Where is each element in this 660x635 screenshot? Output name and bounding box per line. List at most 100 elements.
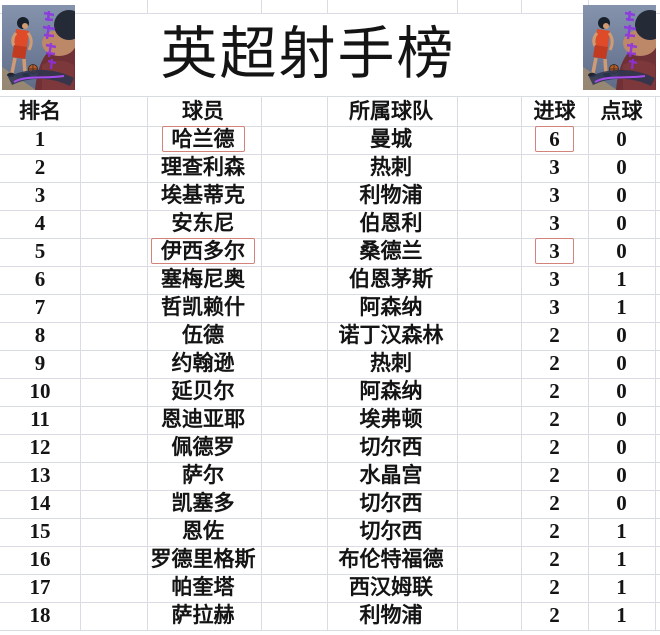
cell-team[interactable]: 布伦特福德	[338, 547, 444, 571]
cell-rank[interactable]: 16	[29, 547, 51, 571]
cell-goals[interactable]: 2	[549, 519, 560, 543]
cell-goals[interactable]: 2	[549, 351, 560, 375]
header-cell-penalties[interactable]: 点球	[600, 99, 643, 123]
cell-penalties[interactable]: 0	[616, 491, 627, 515]
cell-player[interactable]: 理查利森	[161, 155, 245, 179]
cell-rank[interactable]: 2	[34, 155, 46, 179]
cell-team[interactable]: 诺丁汉森林	[338, 323, 444, 347]
cell-penalties[interactable]: 0	[616, 323, 627, 347]
cell-penalties[interactable]: 0	[616, 155, 627, 179]
cell-team[interactable]: 水晶宫	[359, 463, 423, 487]
cell-team[interactable]: 埃弗顿	[359, 407, 423, 431]
cell-penalties[interactable]: 0	[616, 379, 627, 403]
cell-goals[interactable]: 2	[549, 407, 560, 431]
cell-team[interactable]: 热刺	[370, 351, 412, 375]
cell-player[interactable]: 罗德里格斯	[150, 547, 256, 571]
cell-penalties[interactable]: 1	[616, 267, 627, 291]
cell-goals[interactable]: 2	[549, 603, 560, 627]
cell-player[interactable]: 埃基蒂克	[161, 183, 245, 207]
cell-player[interactable]: 哲凯赖什	[161, 295, 245, 319]
cell-player[interactable]: 萨拉赫	[171, 603, 235, 627]
cell-rank[interactable]: 15	[29, 519, 51, 543]
cell-team[interactable]: 切尔西	[359, 435, 423, 459]
cell-team[interactable]: 桑德兰	[359, 239, 423, 263]
header-cell-player[interactable]: 球员	[182, 99, 224, 123]
cell-team[interactable]: 西汉姆联	[349, 575, 433, 599]
cell-player[interactable]: 恩迪亚耶	[161, 407, 245, 431]
cell-goals[interactable]: 3	[549, 183, 560, 207]
cell-penalties[interactable]: 0	[616, 127, 627, 151]
cell-goals[interactable]: 3	[549, 155, 560, 179]
cell-team[interactable]: 伯恩茅斯	[349, 267, 433, 291]
cell-rank[interactable]: 10	[29, 379, 51, 403]
cell-team[interactable]: 切尔西	[359, 491, 423, 515]
cell-rank[interactable]: 14	[29, 491, 51, 515]
cell-goals[interactable]: 2	[549, 435, 560, 459]
gridline-vertical	[147, 0, 148, 13]
cell-rank[interactable]: 4	[34, 211, 46, 235]
cell-rank[interactable]: 9	[34, 351, 46, 375]
cell-goals[interactable]: 2	[549, 575, 560, 599]
cell-team[interactable]: 切尔西	[359, 519, 423, 543]
cell-player[interactable]: 佩德罗	[171, 435, 235, 459]
header-cell-rank[interactable]: 排名	[19, 99, 61, 123]
cell-team[interactable]: 阿森纳	[359, 295, 423, 319]
cell-goals[interactable]: 2	[549, 463, 560, 487]
cell-penalties[interactable]: 0	[616, 435, 627, 459]
cell-penalties[interactable]: 1	[616, 295, 627, 319]
header-cell-goals[interactable]: 进球	[533, 99, 576, 123]
cell-rank[interactable]: 18	[29, 603, 51, 627]
cell-penalties[interactable]: 0	[616, 211, 627, 235]
cell-player[interactable]: 安东尼	[171, 211, 235, 235]
header-cell-team[interactable]: 所属球队	[349, 99, 433, 123]
cell-rank[interactable]: 8	[34, 323, 46, 347]
cell-rank[interactable]: 1	[34, 127, 46, 151]
cell-goals[interactable]: 2	[549, 379, 560, 403]
cell-rank[interactable]: 11	[30, 407, 50, 431]
cell-rank[interactable]: 3	[34, 183, 46, 207]
cell-team[interactable]: 利物浦	[359, 603, 423, 627]
cell-goals[interactable]: 2	[549, 323, 560, 347]
gridline-horizontal	[0, 266, 660, 267]
cell-goals[interactable]: 3	[549, 211, 560, 235]
gridline-horizontal	[0, 630, 660, 631]
cell-penalties[interactable]: 1	[616, 519, 627, 543]
cell-player[interactable]: 恩佐	[182, 519, 224, 543]
cell-rank[interactable]: 6	[34, 267, 46, 291]
cell-penalties[interactable]: 0	[616, 239, 627, 263]
cell-player[interactable]: 哈兰德	[145, 126, 261, 154]
cell-penalties[interactable]: 1	[616, 547, 627, 571]
cell-goals[interactable]: 2	[549, 547, 560, 571]
cell-player[interactable]: 伍德	[182, 323, 224, 347]
cell-penalties[interactable]: 0	[616, 463, 627, 487]
cell-rank[interactable]: 12	[29, 435, 51, 459]
cell-goals[interactable]: 3	[549, 295, 560, 319]
cell-rank[interactable]: 7	[34, 295, 46, 319]
cell-player[interactable]: 伊西多尔	[145, 238, 261, 266]
cell-penalties[interactable]: 1	[616, 603, 627, 627]
cell-team[interactable]: 利物浦	[359, 183, 423, 207]
cell-rank[interactable]: 17	[29, 575, 51, 599]
cell-team[interactable]: 热刺	[370, 155, 412, 179]
cell-rank[interactable]: 13	[29, 463, 51, 487]
cell-goals[interactable]: 6	[521, 126, 588, 154]
cell-player[interactable]: 萨尔	[182, 463, 224, 487]
cell-player[interactable]: 塞梅尼奥	[161, 267, 245, 291]
cell-penalties[interactable]: 0	[616, 351, 627, 375]
cell-penalties[interactable]: 1	[616, 575, 627, 599]
cell-penalties[interactable]: 0	[616, 183, 627, 207]
cell-goals[interactable]: 3	[549, 267, 560, 291]
cell-player[interactable]: 帕奎塔	[171, 575, 235, 599]
cell-player[interactable]: 延贝尔	[171, 379, 235, 403]
cell-rank[interactable]: 5	[34, 239, 46, 263]
basketball-player-illustration-right	[583, 5, 656, 90]
cell-team[interactable]: 伯恩利	[359, 211, 423, 235]
cell-player[interactable]: 凯塞多	[171, 491, 235, 515]
cell-player[interactable]: 约翰逊	[171, 351, 235, 375]
cell-team[interactable]: 阿森纳	[359, 379, 423, 403]
cell-goals[interactable]: 2	[549, 491, 560, 515]
cell-goals[interactable]: 3	[521, 238, 588, 266]
cell-penalties[interactable]: 0	[616, 407, 627, 431]
cell-team[interactable]: 曼城	[370, 127, 412, 151]
